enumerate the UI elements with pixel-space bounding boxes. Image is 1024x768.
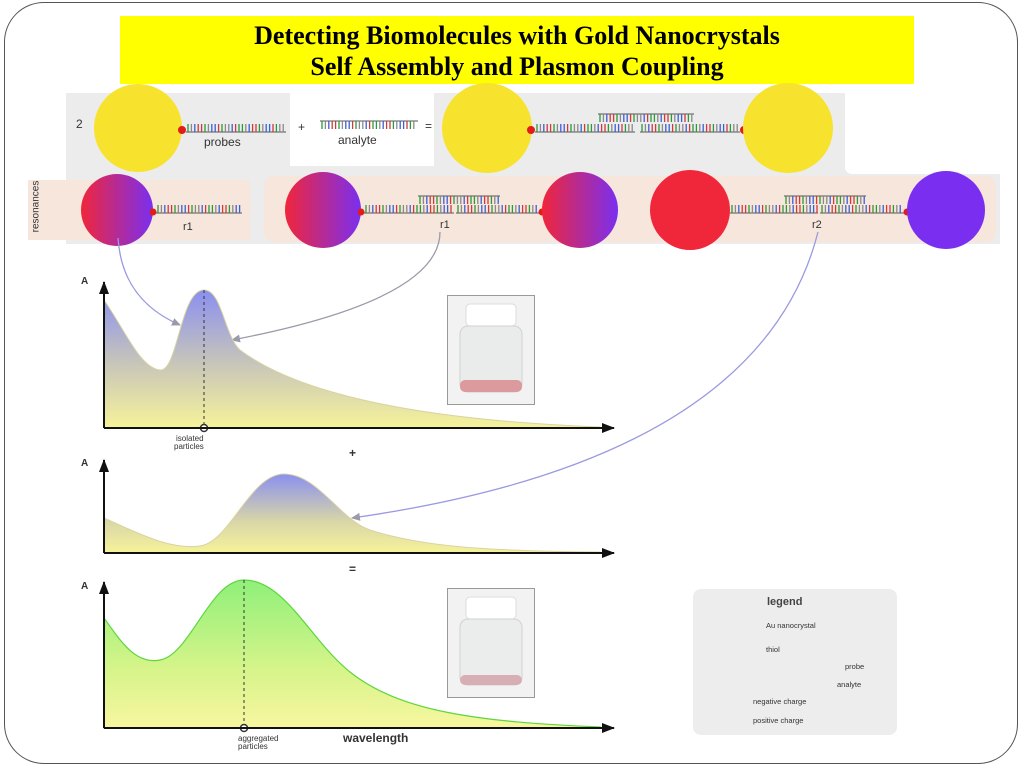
plot1-axis-label: A	[81, 276, 89, 287]
positive-particle-icon	[907, 171, 985, 249]
thiol-icon	[357, 208, 365, 216]
legend-box	[693, 589, 897, 735]
spectrum-aggregated	[103, 579, 601, 729]
legend-thiol-label: thiol	[766, 645, 780, 654]
resonance-r1-coupled	[285, 172, 618, 248]
vial-aggregated-icon	[448, 589, 534, 697]
plots-equals-sign: =	[349, 562, 357, 576]
analyte-strand-icon	[418, 195, 500, 204]
analyte-label: analyte	[338, 133, 377, 147]
isolated-label-2: particles	[174, 442, 204, 451]
resonance-band-right	[264, 176, 996, 242]
r2-label: r2	[812, 219, 822, 231]
isolated-label-1: isolated	[176, 434, 204, 443]
plot3-axis-label: A	[81, 581, 89, 592]
analyte-strand-icon	[598, 113, 694, 122]
legend-probe-label: probe	[845, 662, 865, 671]
vial-aggregated	[447, 588, 535, 698]
wavelength-axis-label: wavelength	[343, 731, 409, 745]
equals-sign: =	[425, 119, 433, 133]
spectrum-isolated	[103, 289, 601, 429]
aggregated-label-1: aggregated	[238, 734, 279, 743]
probe-strand-icon	[364, 205, 454, 214]
probes-label: probes	[204, 135, 241, 149]
legend-positive-label: positive charge	[753, 716, 804, 725]
aggregated-label-2: particles	[238, 742, 268, 751]
resonances-label: resonances	[30, 180, 42, 233]
spectrum-r2	[103, 473, 601, 554]
legend-negative-label: negative charge	[753, 697, 807, 706]
dipole-particle-icon	[81, 174, 153, 246]
slide-title: Detecting Biomolecules with Gold Nanocry…	[120, 16, 914, 84]
plot2-axis-label: A	[81, 458, 89, 469]
gold-nanocrystal-icon	[743, 83, 833, 173]
probe-strand-icon	[456, 205, 540, 214]
aggregate-pair	[442, 83, 833, 173]
vial-isolated-icon	[448, 296, 534, 404]
r1-label: r1	[183, 221, 193, 233]
plots-plus-sign: +	[349, 446, 357, 460]
gold-nanocrystal-icon	[94, 84, 182, 172]
probe-strand-icon	[730, 205, 818, 214]
thiol-icon	[149, 208, 157, 216]
arrow-r2-to-peak	[351, 231, 819, 521]
title-line-2: Self Assembly and Plasmon Coupling	[310, 52, 724, 81]
thiol-icon	[527, 126, 535, 134]
analyte-strand	[320, 120, 418, 129]
probe-strand-icon	[640, 124, 740, 133]
title-line-1: Detecting Biomolecules with Gold Nanocry…	[254, 21, 780, 50]
probe-coefficient: 2	[76, 117, 83, 131]
thiol-icon	[178, 126, 186, 134]
r1-coupled-label: r1	[440, 219, 450, 231]
probe-strand-icon	[535, 124, 635, 133]
plus-sign: +	[298, 120, 306, 134]
probe-strand-icon	[820, 205, 904, 214]
legend-au-label: Au nanocrystal	[766, 621, 816, 630]
probe-strand-icon	[186, 124, 286, 133]
arrow-r1-to-peak	[117, 237, 181, 326]
resonance-r2-coupled	[650, 170, 985, 250]
legend-title: legend	[767, 596, 803, 608]
vial-isolated	[447, 295, 535, 405]
dipole-particle-icon	[285, 172, 361, 248]
dipole-particle-icon	[542, 172, 618, 248]
probe-particle	[94, 84, 286, 172]
legend-analyte-label: analyte	[837, 680, 862, 689]
analyte-strand-icon	[784, 195, 866, 204]
gold-nanocrystal-icon	[442, 83, 532, 173]
arrow-r1-coupled-to-peak	[231, 231, 441, 343]
probe-strand-icon	[156, 205, 242, 214]
resonance-r1-isolated	[81, 174, 242, 246]
negative-particle-icon	[650, 170, 730, 250]
